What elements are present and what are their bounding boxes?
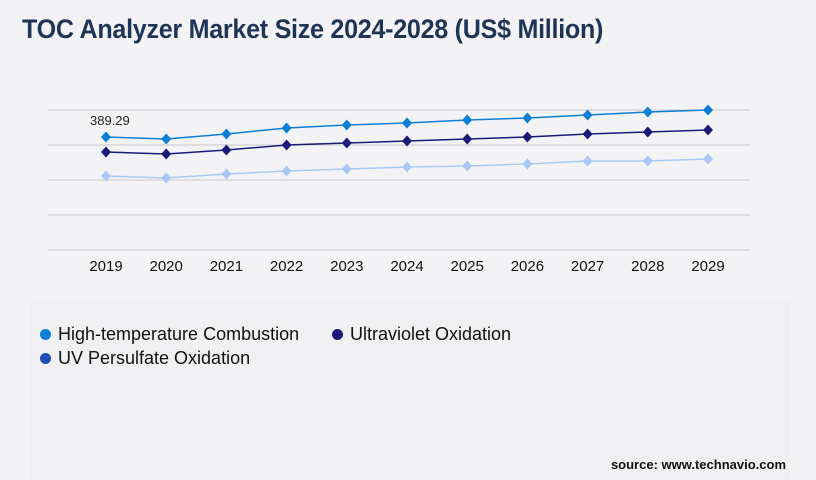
legend-label: UV Persulfate Oxidation [58,348,251,368]
data-point [582,128,593,140]
data-point [281,165,292,177]
data-point [101,131,111,143]
data-point [402,117,412,129]
data-point [462,160,473,172]
data-point [161,133,172,145]
data-point [703,153,713,165]
data-point [642,106,653,118]
data-point [101,146,111,158]
x-tick-label: 2020 [150,258,183,275]
chart-title: TOC Analyzer Market Size 2024-2028 (US$ … [22,14,604,44]
x-tick-label: 2027 [571,258,604,275]
legend-label: High-temperature Combustion [58,324,300,344]
x-tick-label: 2023 [330,258,363,275]
data-label: 389.29 [90,113,130,128]
source-text: source: www.technavio.com [610,457,786,472]
x-tick-label: 2025 [451,258,484,275]
x-tick-label: 2019 [89,258,122,275]
data-point [462,133,473,145]
data-point [642,155,653,167]
legend-marker-icon [332,329,343,340]
x-tick-label: 2026 [511,258,544,275]
data-point [161,148,172,160]
line-chart: 2019 2020 2021 2022 2023 2024 2025 2026 2027 2028… [48,104,750,275]
data-point [281,122,292,134]
data-point [522,158,533,170]
legend-item-ultraviolet-oxidation: Ultraviolet Oxidation [332,324,511,345]
data-point [161,172,172,184]
legend-label: Ultraviolet Oxidation [350,324,512,344]
legend-panel [30,300,790,480]
data-point [522,131,533,143]
data-point [582,155,593,167]
data-point [221,128,232,140]
data-point [341,163,352,175]
data-point [703,104,713,116]
x-tick-label: 2024 [390,258,423,275]
legend-item-uv-persulfate-oxidation: UV Persulfate Oxidation [40,348,250,369]
data-point [522,112,533,124]
data-point [221,168,232,180]
data-point [341,137,352,149]
x-tick-label: 2022 [270,258,303,275]
data-point [642,126,653,138]
x-tick-label: 2028 [631,258,664,275]
legend-marker-icon [40,329,51,340]
data-point [281,139,292,151]
x-tick-label: 2021 [210,258,243,275]
x-tick-label: 2029 [691,258,724,275]
data-point [402,135,412,147]
data-point [101,170,111,182]
data-point [221,144,232,156]
data-point [582,109,593,121]
legend-item-high-temperature-combustion: High-temperature Combustion [40,324,299,345]
data-point [462,114,473,126]
legend-marker-icon [40,353,51,364]
data-point [402,161,412,173]
data-point [341,119,352,131]
data-point [703,124,713,136]
